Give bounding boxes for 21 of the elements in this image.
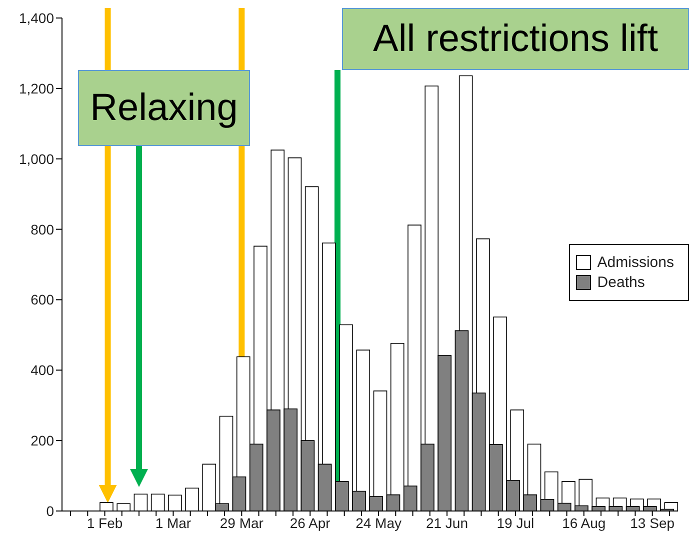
x-tick-label: 21 Jun <box>426 514 468 531</box>
x-tick-label: 13 Sep <box>630 514 675 531</box>
y-tick-label: 400 <box>30 362 54 378</box>
y-tick-label: 200 <box>30 432 54 449</box>
x-tick-label: 19 Jul <box>496 514 534 531</box>
y-tick-label: 800 <box>30 221 54 238</box>
x-tick-label: 1 Mar <box>155 514 192 531</box>
annotation: All restrictions lift <box>342 8 689 70</box>
x-tick-label: 29 Mar <box>220 514 264 531</box>
y-tick-label: 600 <box>30 292 54 308</box>
legend-label: Admissions <box>597 254 674 271</box>
legend-label: Deaths <box>597 274 645 291</box>
y-tick-label: 1,400 <box>18 10 54 26</box>
y-tick-label: 0 <box>46 502 54 519</box>
annotation: Relaxing <box>78 70 250 146</box>
x-tick-label: 1 Feb <box>86 514 123 531</box>
x-tick-label: 16 Aug <box>562 514 606 531</box>
x-tick-label: 26 Apr <box>290 514 331 531</box>
x-tick-label: 24 May <box>356 514 402 531</box>
y-tick-label: 1,200 <box>18 80 54 96</box>
y-tick-label: 1,000 <box>18 150 54 167</box>
